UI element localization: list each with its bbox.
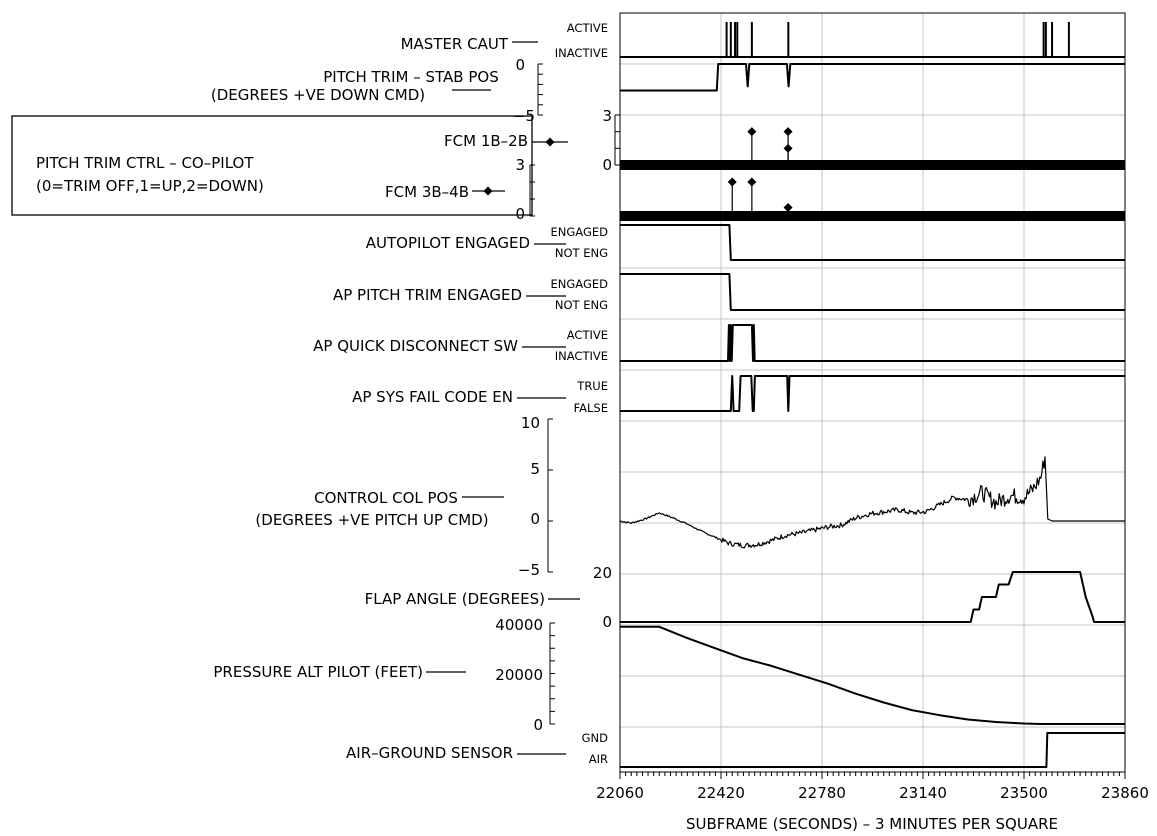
state-ap-not-eng: NOT ENG <box>555 246 608 260</box>
tick-flap-0: 0 <box>602 613 612 631</box>
state-pitch-trim-not-eng: NOT ENG <box>555 298 608 312</box>
x-tick-label: 22780 <box>798 784 846 802</box>
x-tick-label: 22420 <box>697 784 745 802</box>
chart-traces <box>619 22 1125 768</box>
label-ap-pitch-trim-engaged: AP PITCH TRIM ENGAGED <box>333 286 522 304</box>
trace-fcm-1b-2b-marker <box>783 127 793 137</box>
label-flap-angle: FLAP ANGLE (DEGREES) <box>365 590 545 608</box>
tick-fcm1-3: 3 <box>602 107 612 125</box>
state-air: AIR <box>589 752 608 766</box>
trace-control-col-pos <box>619 456 1125 549</box>
state-labels: ACTIVE INACTIVE ENGAGED NOT ENG ENGAGED … <box>551 21 609 766</box>
tick-alt-0: 0 <box>533 716 543 734</box>
state-fail-false: FALSE <box>574 401 608 415</box>
state-quick-inactive: INACTIVE <box>555 349 608 363</box>
label-fcm-3b-4b: FCM 3B–4B <box>385 183 469 201</box>
tick-fcm1-0: 0 <box>602 156 612 174</box>
label-fcm-1b-2b: FCM 1B–2B <box>444 132 528 150</box>
state-quick-active: ACTIVE <box>567 328 608 342</box>
label-pitch-trim-stab-line2: (DEGREES +VE DOWN CMD) <box>211 86 425 104</box>
trace-fcm-3b-4b-marker <box>747 177 757 187</box>
label-pressure-alt: PRESSURE ALT PILOT (FEET) <box>213 663 423 681</box>
x-axis-title: SUBFRAME (SECONDS) – 3 MINUTES PER SQUAR… <box>686 815 1058 833</box>
trace-autopilot-engaged <box>620 224 1125 261</box>
trace-air-ground <box>620 732 1125 768</box>
trace-pressure-alt <box>620 625 1125 725</box>
trace-fcm-3b-4b-zero-band <box>620 211 1125 221</box>
tick-col-neg5: −5 <box>518 561 540 579</box>
tick-col-0: 0 <box>530 510 540 528</box>
state-master-active: ACTIVE <box>567 21 608 35</box>
label-air-ground: AIR–GROUND SENSOR <box>346 744 513 762</box>
trace-fcm-3b-4b-marker <box>727 177 737 187</box>
label-master-caut: MASTER CAUT <box>401 35 509 53</box>
label-pitch-trim-ctrl-line2: (0=TRIM OFF,1=UP,2=DOWN) <box>36 177 264 195</box>
trace-fcm-3b-4b-marker <box>783 203 793 212</box>
state-pitch-trim-engaged: ENGAGED <box>551 277 609 291</box>
trace-ap-quick-disconnect <box>620 324 1125 362</box>
label-control-col-line1: CONTROL COL POS <box>314 489 458 507</box>
x-tick-label: 23140 <box>899 784 947 802</box>
x-tick-labels: 22060 22420 22780 23140 23500 23860 <box>596 784 1149 802</box>
trace-fcm-1b-2b-marker <box>783 143 793 153</box>
legend-fcm-1b-2b-marker <box>545 137 555 147</box>
label-pitch-trim-stab-line1: PITCH TRIM – STAB POS <box>323 68 498 86</box>
label-control-col-line2: (DEGREES +VE PITCH UP CMD) <box>255 511 488 529</box>
parameter-labels: MASTER CAUT PITCH TRIM – STAB POS (DEGRE… <box>36 35 1058 833</box>
tick-col-10: 10 <box>521 414 540 432</box>
chart-grid <box>619 12 1126 779</box>
label-pitch-trim-ctrl-line1: PITCH TRIM CTRL – CO–PILOT <box>36 154 254 172</box>
state-fail-true: TRUE <box>576 379 608 393</box>
chart-labels <box>11 41 620 755</box>
trace-fcm-1b-2b-zero-band <box>620 160 1125 170</box>
trace-fcm-1b-2b-marker <box>747 127 757 137</box>
tick-alt-40000: 40000 <box>495 616 543 634</box>
tick-stab-0: 0 <box>515 56 525 74</box>
label-ap-quick-disconnect: AP QUICK DISCONNECT SW <box>313 337 518 355</box>
x-tick-label: 23860 <box>1101 784 1149 802</box>
state-ground: GND <box>582 731 609 745</box>
trace-pitch-trim-stab <box>620 63 1125 92</box>
state-master-inactive: INACTIVE <box>555 46 608 60</box>
x-tick-label: 23500 <box>1000 784 1048 802</box>
tick-fcm3-0: 0 <box>515 205 525 223</box>
state-ap-engaged: ENGAGED <box>551 225 609 239</box>
legend-fcm-3b-4b-marker <box>483 186 493 196</box>
tick-stab-neg5: −5 <box>513 107 535 125</box>
y-tick-labels: 0 −5 3 0 3 0 10 5 0 −5 20 0 40000 20000 … <box>495 56 612 734</box>
label-ap-sys-fail-code: AP SYS FAIL CODE EN <box>352 388 513 406</box>
trace-ap-sys-fail-code <box>620 375 1125 412</box>
plot-frame <box>619 12 1126 773</box>
label-autopilot-engaged: AUTOPILOT ENGAGED <box>366 234 530 252</box>
tick-col-5: 5 <box>530 460 540 478</box>
tick-alt-20000: 20000 <box>495 666 543 684</box>
trace-flap-angle <box>620 571 1125 623</box>
tick-fcm3-3: 3 <box>515 156 525 174</box>
tick-flap-20: 20 <box>593 564 612 582</box>
trace-ap-pitch-trim-engaged <box>620 273 1125 311</box>
x-tick-label: 22060 <box>596 784 644 802</box>
